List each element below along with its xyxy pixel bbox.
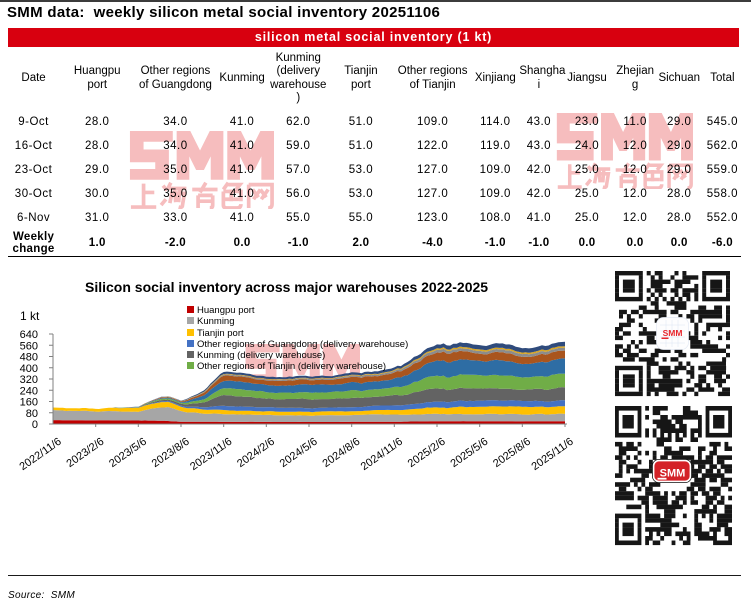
- svg-text:2022/11/6: 2022/11/6: [17, 436, 63, 473]
- svg-text:2024/8/6: 2024/8/6: [320, 436, 362, 470]
- svg-text:560: 560: [20, 340, 38, 352]
- svg-text:2025/5/6: 2025/5/6: [448, 436, 490, 470]
- svg-text:2023/5/6: 2023/5/6: [107, 436, 149, 470]
- svg-text:2025/2/6: 2025/2/6: [406, 436, 448, 470]
- svg-text:2024/2/6: 2024/2/6: [235, 436, 277, 470]
- svg-text:2023/2/6: 2023/2/6: [64, 436, 106, 470]
- svg-text:SMM: SMM: [660, 468, 686, 480]
- svg-text:640: 640: [20, 329, 38, 341]
- svg-text:0: 0: [32, 419, 38, 431]
- svg-text:2025/8/6: 2025/8/6: [491, 436, 533, 470]
- svg-text:2024/11/6: 2024/11/6: [359, 436, 405, 473]
- svg-text:2024/5/6: 2024/5/6: [278, 436, 320, 470]
- svg-text:80: 80: [26, 408, 38, 420]
- svg-text:2023/8/6: 2023/8/6: [150, 436, 192, 470]
- svg-text:2023/11/6: 2023/11/6: [188, 436, 234, 473]
- svg-text:240: 240: [20, 385, 38, 397]
- svg-text:160: 160: [20, 397, 38, 409]
- svg-text:SMM: SMM: [663, 328, 683, 338]
- svg-text:480: 480: [20, 352, 38, 364]
- svg-text:320: 320: [20, 374, 38, 386]
- svg-text:2025/11/6: 2025/11/6: [529, 436, 575, 473]
- svg-text:400: 400: [20, 363, 38, 375]
